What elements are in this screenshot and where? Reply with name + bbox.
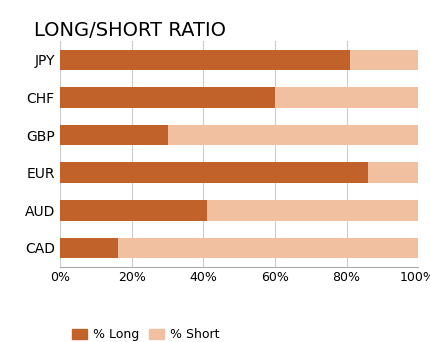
Bar [167,125,417,145]
Bar [60,125,167,145]
Bar [60,238,117,258]
Bar [274,87,417,108]
Bar [117,238,417,258]
Bar [349,50,417,70]
Bar [60,200,206,221]
Text: LONG/SHORT RATIO: LONG/SHORT RATIO [34,21,226,40]
Legend: % Long, % Short: % Long, % Short [67,323,224,342]
Bar [60,162,367,183]
Bar [60,50,349,70]
Bar [367,162,417,183]
Bar [206,200,417,221]
Bar [60,87,274,108]
